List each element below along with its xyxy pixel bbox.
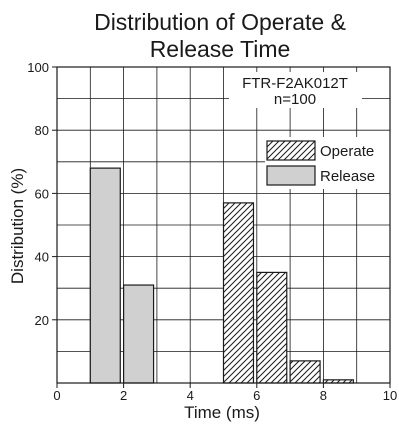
sample-size-label: n=100 <box>274 91 316 108</box>
annotation-box: FTR-F2AK012T n=100 <box>229 72 362 108</box>
axes: 0 2 4 6 8 10 20 40 60 80 100 <box>27 60 397 403</box>
plot-frame <box>56 66 391 384</box>
y-tick-label: 20 <box>35 313 49 328</box>
annotation-background <box>229 72 362 108</box>
y-tick-label: 100 <box>27 60 49 75</box>
x-axis-label: Time (ms) <box>184 403 260 422</box>
legend-label-release: Release <box>320 168 375 185</box>
x-tick-label: 10 <box>383 388 397 403</box>
bar-operate <box>289 360 321 384</box>
x-tick-label: 8 <box>320 388 327 403</box>
x-tick-label: 2 <box>120 388 127 403</box>
chart-title-line-2: Release Time <box>150 36 291 62</box>
legend: Operate Release <box>265 137 390 189</box>
y-tick-label: 60 <box>35 186 49 201</box>
x-tick-label: 0 <box>53 388 60 403</box>
x-tick-label: 4 <box>187 388 194 403</box>
y-axis-label: Distribution (%) <box>8 168 27 284</box>
chart-title-line-1: Distribution of Operate & <box>94 9 346 35</box>
x-tick-label: 6 <box>253 388 260 403</box>
legend-swatch-operate <box>266 140 316 161</box>
model-label: FTR-F2AK012T <box>242 75 348 92</box>
y-tick-label: 40 <box>35 250 49 265</box>
legend-label-operate: Operate <box>320 143 374 160</box>
bars <box>89 167 354 384</box>
y-tick-label: 80 <box>35 123 49 138</box>
bar-release <box>89 167 121 384</box>
bar-operate <box>222 202 255 384</box>
legend-swatch-release <box>266 165 316 186</box>
bar-release <box>122 284 155 384</box>
bar-operate <box>256 271 288 384</box>
